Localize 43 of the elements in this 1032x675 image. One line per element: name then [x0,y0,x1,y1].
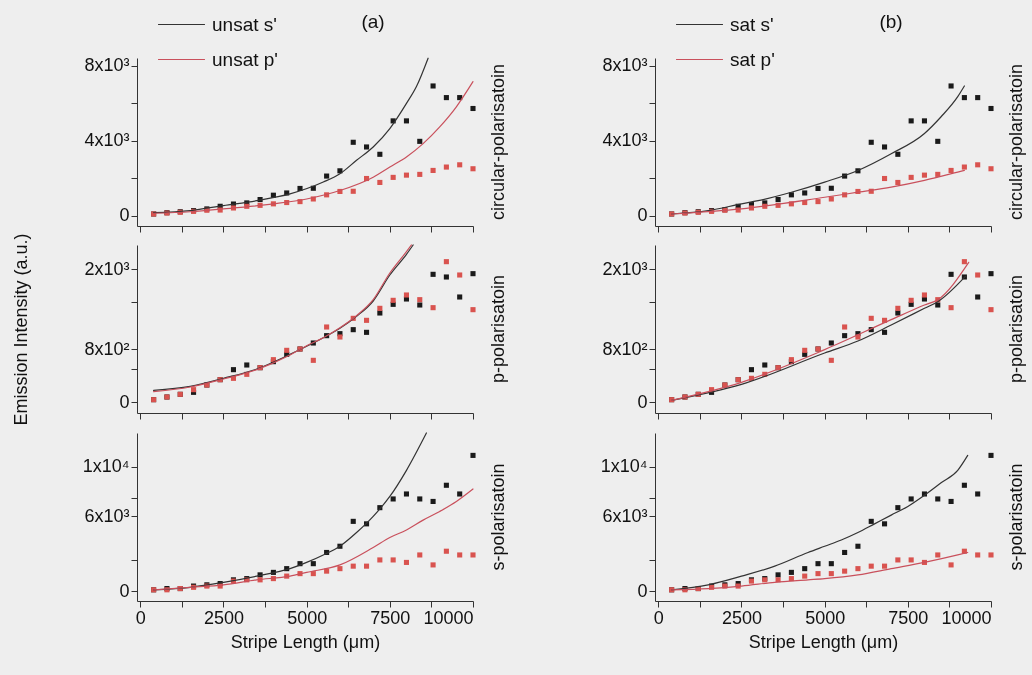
legend-label: sat p' [730,48,775,70]
y-tick-label: 6x10³ [602,505,648,526]
legend-label: unsat p' [212,48,278,70]
y2-axis-title: s-polarisatoin [488,463,508,571]
x-tick-label: 7500 [888,607,929,628]
x-tick-label: 2500 [203,607,245,628]
x-tick-label: 5000 [805,607,846,628]
y-tick-label: 0 [637,205,648,226]
y2-axis-title: circular-polarisatoin [488,63,508,221]
x-tick-label: 0 [653,607,664,628]
x-tick-label: 10000 [423,607,474,628]
y-tick-label: 8x10² [84,338,130,359]
x-tick-label: 10000 [941,607,992,628]
y2-axis-title: p-polarisatoin [1006,274,1026,384]
y-tick-label: 0 [637,580,648,601]
chart-title: (b) [879,11,903,32]
y-axis-title: Emission Intensity (a.u.) [10,233,31,426]
y2-axis-title: p-polarisatoin [488,274,508,384]
y-tick-label: 1x10⁴ [600,456,648,477]
chart-title: (a) [361,11,385,32]
y-tick-label: 4x10³ [84,130,130,151]
y2-axis-title: circular-polarisatoin [1006,63,1026,221]
y2-axis-title: s-polarisatoin [1006,463,1026,571]
y-tick-label: 8x10³ [84,55,130,76]
y-tick-label: 0 [119,205,130,226]
y-tick-label: 8x10² [602,338,648,359]
y-tick-label: 2x10³ [602,258,648,279]
y-tick-label: 6x10³ [84,505,130,526]
x-tick-label: 7500 [370,607,411,628]
y-tick-label: 8x10³ [602,55,648,76]
y-tick-label: 0 [119,580,130,601]
y-tick-label: 4x10³ [602,130,648,151]
x-axis-title: Stripe Length (μm) [748,631,899,652]
legend-label: unsat s' [212,13,277,35]
y-tick-label: 0 [637,391,648,412]
y-tick-label: 2x10³ [84,258,130,279]
x-tick-label: 0 [135,607,146,628]
legend-label: sat s' [730,13,774,35]
x-axis-title: Stripe Length (μm) [230,631,381,652]
y-tick-label: 1x10⁴ [82,456,130,477]
y-tick-label: 0 [119,391,130,412]
x-tick-label: 2500 [721,607,763,628]
x-tick-label: 5000 [287,607,328,628]
